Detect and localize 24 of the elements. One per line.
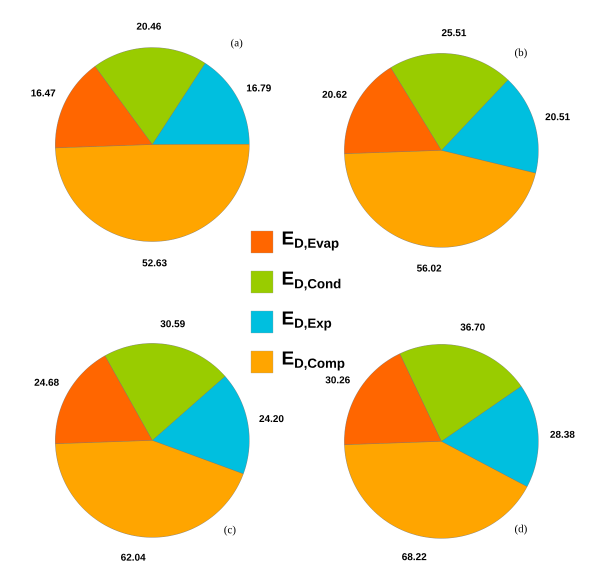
data-label: 16.47 [31, 89, 56, 96]
text: (b) [514, 48, 527, 58]
data-label: 16.79 [246, 84, 271, 92]
data-label: 30.26 [326, 376, 350, 384]
data-label: 24.20 [259, 415, 284, 422]
data-label: 20.46 [136, 22, 161, 30]
data-label: 20.62 [322, 90, 347, 98]
data-label: 56.02 [416, 264, 442, 272]
data-label: 62.04 [121, 554, 146, 561]
data-label: 30.59 [160, 320, 185, 328]
legend-label: E$_{D,Evap}$ [282, 232, 339, 250]
text: (c) [224, 526, 236, 536]
data-label: 28.38 [550, 430, 575, 438]
legend-label: E$_{D,Cond}$ [282, 272, 340, 290]
legend-label: E$_{D,Comp}$ [282, 351, 344, 371]
data-label: 24.68 [34, 378, 59, 386]
data-label: 68.22 [402, 553, 426, 560]
text: (a) [231, 38, 242, 49]
legend-label: E$_{D,Exp}$ [282, 312, 332, 330]
data-label: 25.51 [442, 29, 466, 36]
text: (d) [514, 524, 527, 535]
data-label: 20.51 [545, 113, 570, 120]
data-label: 36.70 [460, 324, 485, 331]
data-label: 52.63 [142, 259, 167, 266]
